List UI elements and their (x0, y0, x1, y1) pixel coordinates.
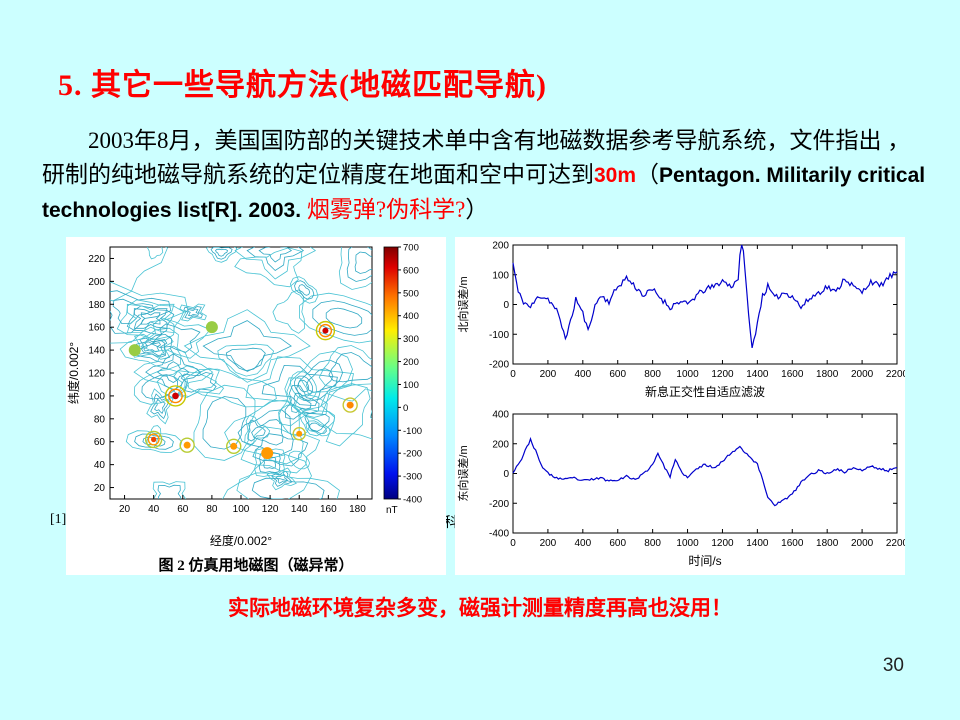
svg-text:-400: -400 (403, 495, 422, 506)
svg-text:800: 800 (644, 538, 661, 549)
para-citation: Pentagon. Militarily critical technologi… (42, 164, 926, 222)
svg-text:2000: 2000 (851, 369, 874, 380)
svg-text:-200: -200 (489, 499, 509, 510)
svg-text:1600: 1600 (781, 369, 804, 380)
svg-text:1200: 1200 (711, 369, 734, 380)
svg-text:0: 0 (510, 538, 516, 549)
svg-text:200: 200 (540, 369, 557, 380)
svg-text:200: 200 (492, 241, 509, 252)
svg-text:120: 120 (88, 369, 105, 380)
svg-text:时间/s: 时间/s (688, 554, 721, 568)
svg-text:600: 600 (403, 265, 419, 276)
svg-text:1400: 1400 (746, 538, 769, 549)
figure-geomagnetic-map: 20 40 60 80 100 120 140 160 180 200 220 20 40 60 80 100… (66, 237, 446, 575)
svg-text:2000: 2000 (851, 538, 874, 549)
reference-fragment-mid: 科 (444, 516, 458, 531)
svg-text:140: 140 (291, 504, 308, 515)
svg-text:160: 160 (320, 504, 337, 515)
svg-text:1200: 1200 (711, 538, 734, 549)
svg-text:400: 400 (574, 538, 591, 549)
svg-text:nT: nT (386, 505, 398, 516)
svg-text:-400: -400 (489, 529, 509, 540)
para-paren-open: （ (636, 162, 660, 187)
svg-text:100: 100 (492, 270, 509, 281)
svg-text:200: 200 (88, 277, 105, 288)
svg-text:1800: 1800 (816, 538, 839, 549)
body-paragraph: 2003年8月，美国国防部的关键技术单中含有地磁数据参考导航系统，文件指出 ，研… (42, 124, 926, 228)
svg-text:40: 40 (148, 504, 160, 515)
svg-text:-200: -200 (489, 360, 509, 371)
svg-text:-100: -100 (403, 426, 422, 437)
svg-text:400: 400 (574, 369, 591, 380)
svg-text:0: 0 (503, 300, 509, 311)
svg-text:北向误差/m: 北向误差/m (456, 276, 470, 332)
svg-text:1000: 1000 (676, 538, 699, 549)
svg-text:400: 400 (403, 311, 419, 322)
svg-text:东向误差/m: 东向误差/m (456, 445, 470, 501)
svg-text:100: 100 (233, 504, 250, 515)
svg-text:400: 400 (492, 410, 509, 421)
svg-text:80: 80 (206, 504, 218, 515)
svg-text:-300: -300 (403, 472, 422, 483)
svg-text:2200: 2200 (886, 538, 905, 549)
svg-text:700: 700 (403, 243, 419, 254)
svg-text:140: 140 (88, 346, 105, 357)
svg-text:2200: 2200 (886, 369, 905, 380)
svg-text:600: 600 (609, 369, 626, 380)
svg-text:新息正交性自适应滤波: 新息正交性自适应滤波 (645, 384, 765, 399)
svg-text:200: 200 (492, 439, 509, 450)
svg-text:60: 60 (94, 437, 106, 448)
svg-text:100: 100 (403, 380, 419, 391)
svg-text:80: 80 (94, 414, 106, 425)
svg-text:180: 180 (349, 504, 366, 515)
svg-text:600: 600 (609, 538, 626, 549)
svg-text:纬度/0.002°: 纬度/0.002° (66, 342, 81, 404)
svg-text:60: 60 (177, 504, 189, 515)
svg-text:200: 200 (403, 357, 419, 368)
svg-text:1600: 1600 (781, 538, 804, 549)
figure2-caption: 图 2 仿真用地磁图（磁异常） (158, 558, 354, 574)
svg-text:-200: -200 (403, 449, 422, 460)
svg-text:160: 160 (88, 323, 105, 334)
svg-text:1800: 1800 (816, 369, 839, 380)
svg-text:-100: -100 (489, 330, 509, 341)
para-highlight-question: 烟雾弹?伪科学? (306, 197, 466, 222)
svg-text:20: 20 (94, 483, 106, 494)
bottom-note: 实际地磁环境复杂多变，磁强计测量精度再高也没用！ (228, 596, 732, 620)
svg-text:500: 500 (403, 288, 419, 299)
page-number: 30 (882, 655, 904, 676)
svg-text:1400: 1400 (746, 369, 769, 380)
svg-text:120: 120 (262, 504, 279, 515)
slide-title: 5. 其它一些导航方法(地磁匹配导航) (58, 69, 547, 102)
svg-text:40: 40 (94, 460, 106, 471)
para-paren-close: ） (465, 197, 489, 222)
para-highlight-30m: 30m (594, 164, 637, 187)
geomagnetic-contour-chart: 20 40 60 80 100 120 140 160 180 200 220 20 40 60 80 100… (66, 243, 422, 549)
svg-text:0: 0 (503, 469, 509, 480)
svg-text:0: 0 (510, 369, 516, 380)
svg-text:20: 20 (119, 504, 131, 515)
svg-text:200: 200 (540, 538, 557, 549)
figure-error-curves: 200 100 0 -100 -200 0 200 400 600 800 1000 1200 1400… (455, 237, 905, 575)
svg-text:220: 220 (88, 254, 105, 265)
svg-text:800: 800 (644, 369, 661, 380)
reference-fragment-left: [1] (50, 512, 67, 527)
svg-text:100: 100 (88, 391, 105, 402)
svg-text:经度/0.002°: 经度/0.002° (210, 533, 272, 548)
svg-text:180: 180 (88, 300, 105, 311)
para-text-1: 2003年8月，美国国防部的关键技术单中含有地磁数据参考导航系统，文件指出 ，研… (42, 128, 911, 187)
svg-text:0: 0 (403, 403, 408, 414)
svg-text:1000: 1000 (676, 369, 699, 380)
svg-text:300: 300 (403, 334, 419, 345)
